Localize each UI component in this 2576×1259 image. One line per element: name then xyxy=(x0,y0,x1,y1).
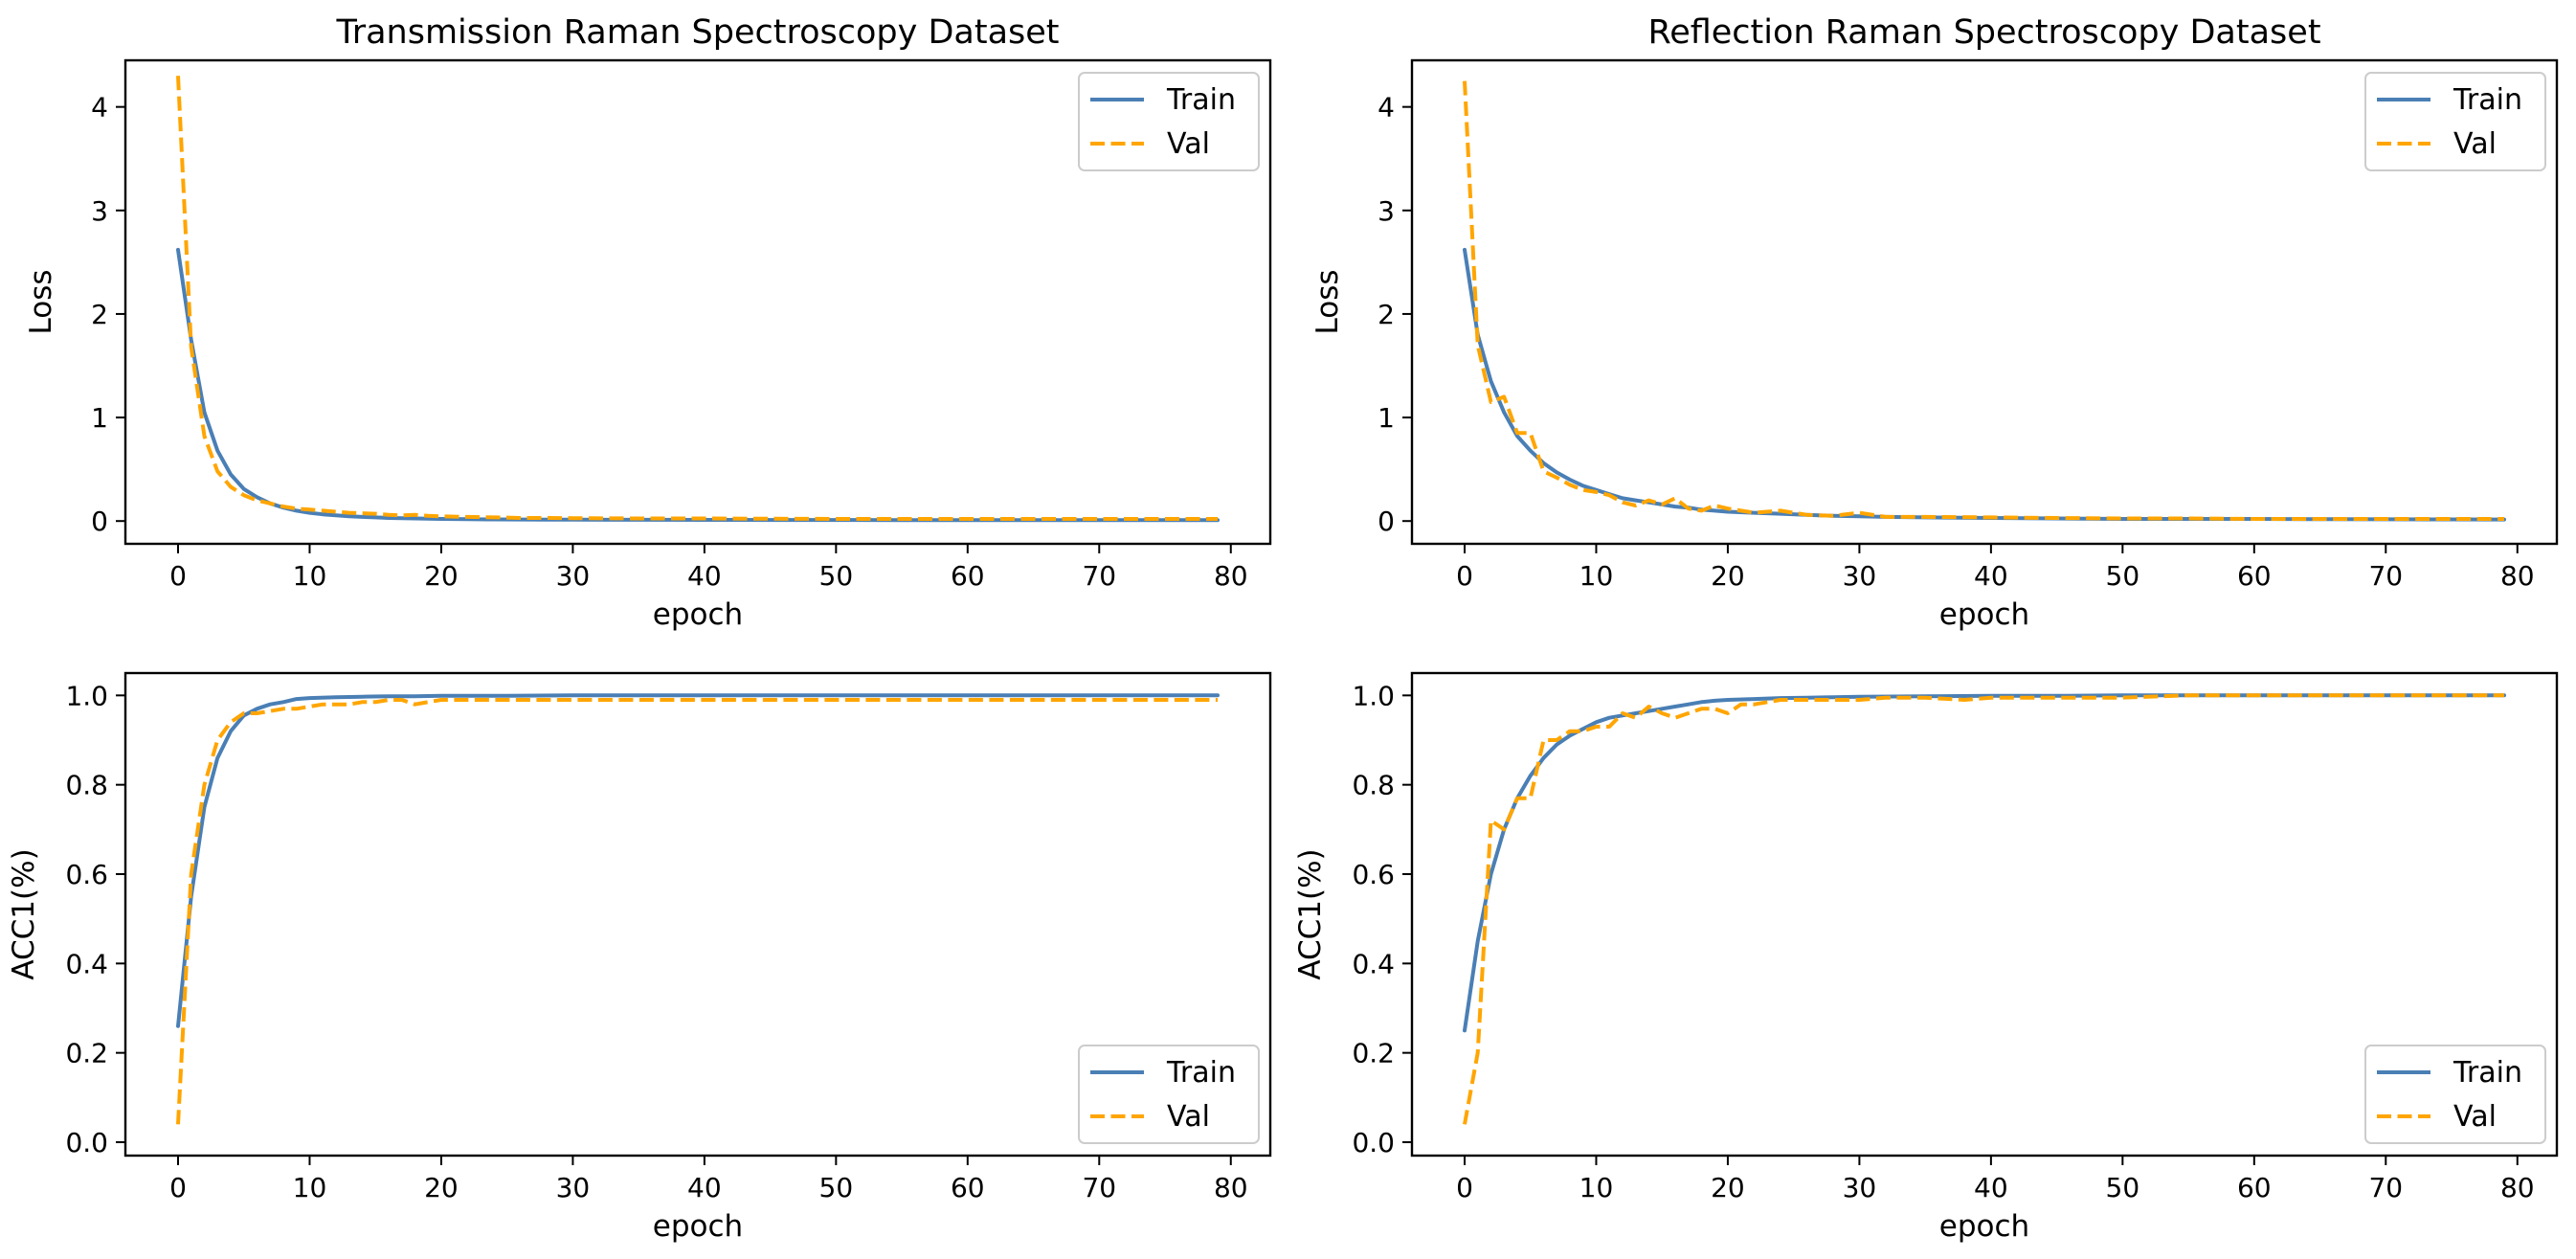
chart-reflection-loss: 0 10 20 30 40 50 60 70 80 0 1 2 3 4 Reflection Raman … xyxy=(1310,13,2559,632)
x-tick-label: 80 xyxy=(1214,560,1248,592)
plot-frame xyxy=(1410,58,2559,546)
series-train-line xyxy=(1463,693,2506,1033)
y-tick-label: 0.2 xyxy=(65,1038,108,1069)
y-tick-label: 3 xyxy=(1378,195,1395,227)
series-val-line xyxy=(176,76,1218,521)
x-tick-label: 60 xyxy=(2237,1172,2272,1203)
x-tick-label: 50 xyxy=(2106,560,2140,592)
x-tick-label: 40 xyxy=(687,1172,722,1203)
x-tick-label: 40 xyxy=(1974,560,2008,592)
y-tick-label: 0.6 xyxy=(1352,859,1395,890)
legend-train-label: Train xyxy=(1166,1056,1236,1090)
x-axis-label: epoch xyxy=(1939,597,2029,632)
x-tick-label: 0 xyxy=(1456,560,1473,592)
x-tick-label: 30 xyxy=(1843,560,1877,592)
legend-train-label: Train xyxy=(2453,1056,2522,1090)
series-val-line xyxy=(1463,693,2504,1125)
x-tick-label: 70 xyxy=(2368,1172,2403,1203)
y-axis-label: ACC1(%) xyxy=(7,848,41,979)
y-tick-label: 4 xyxy=(1378,92,1395,124)
y-tick-label: 1.0 xyxy=(1352,680,1395,711)
x-tick-label: 80 xyxy=(1214,1172,1248,1203)
x-axis-label: epoch xyxy=(653,1209,743,1244)
x-tick-label: 10 xyxy=(1579,560,1614,592)
x-tick-label: 20 xyxy=(424,1172,459,1203)
series-val-line xyxy=(176,698,1218,1125)
y-axis-label: ACC1(%) xyxy=(1293,848,1328,979)
plot-frame xyxy=(123,671,1272,1158)
x-axis-label: epoch xyxy=(653,597,743,632)
x-tick-label: 0 xyxy=(1456,1172,1473,1203)
chart-transmission-accuracy: 0 10 20 30 40 50 60 70 80 0.0 0.2 0.4 0.6 0.8 1.0 epoc… xyxy=(7,671,1272,1244)
x-tick-label: 30 xyxy=(556,560,591,592)
x-tick-label: 60 xyxy=(951,560,985,592)
x-tick-label: 50 xyxy=(819,1172,854,1203)
y-tick-label: 4 xyxy=(91,92,108,124)
y-tick-label: 0.4 xyxy=(65,948,108,979)
x-tick-label: 40 xyxy=(1974,1172,2008,1203)
legend: Train Val xyxy=(1078,72,1260,171)
series-train-line xyxy=(176,693,1220,1028)
x-tick-label: 0 xyxy=(169,1172,187,1203)
x-tick-label: 60 xyxy=(2237,560,2272,592)
legend-train-label: Train xyxy=(2453,83,2522,117)
y-tick-label: 0.0 xyxy=(65,1127,108,1158)
chart-transmission-loss: 0 10 20 30 40 50 60 70 80 0 1 2 3 4 Transmission Rama… xyxy=(24,13,1272,632)
x-tick-label: 50 xyxy=(819,560,854,592)
y-tick-label: 0.8 xyxy=(1352,770,1395,801)
x-tick-label: 40 xyxy=(687,560,722,592)
series-val-line xyxy=(1463,80,2504,521)
plot-frame xyxy=(1410,671,2559,1158)
x-tick-label: 20 xyxy=(424,560,459,592)
x-tick-label: 20 xyxy=(1711,1172,1745,1203)
legend-val-label: Val xyxy=(2453,127,2497,161)
x-tick-label: 30 xyxy=(556,1172,591,1203)
y-tick-label: 0.0 xyxy=(1352,1127,1395,1158)
y-tick-label: 0.4 xyxy=(1352,948,1395,979)
chart-reflection-accuracy: 0 10 20 30 40 50 60 70 80 0.0 0.2 0.4 0.6 0.8 1.0 epoc… xyxy=(1293,671,2559,1244)
chart-title: Reflection Raman Spectroscopy Dataset xyxy=(1647,13,2320,52)
y-tick-label: 2 xyxy=(91,299,108,330)
x-tick-label: 50 xyxy=(2106,1172,2140,1203)
legend-train-label: Train xyxy=(1166,83,1236,117)
x-axis-label: epoch xyxy=(1939,1209,2029,1244)
x-tick-label: 80 xyxy=(2500,1172,2535,1203)
y-axis-label: Loss xyxy=(1310,270,1345,335)
x-tick-label: 20 xyxy=(1711,560,1745,592)
y-tick-label: 2 xyxy=(1378,299,1395,330)
legend-val-label: Val xyxy=(2453,1100,2497,1134)
x-tick-label: 10 xyxy=(293,560,327,592)
y-tick-label: 0.8 xyxy=(65,770,108,801)
legend: Train Val xyxy=(2364,1045,2546,1144)
y-axis-label: Loss xyxy=(24,270,58,335)
y-tick-label: 1.0 xyxy=(65,680,108,711)
legend-box xyxy=(2364,1045,2546,1144)
x-tick-label: 0 xyxy=(169,560,187,592)
x-tick-label: 80 xyxy=(2500,560,2535,592)
x-tick-label: 30 xyxy=(1843,1172,1877,1203)
legend-box xyxy=(1078,1045,1260,1144)
legend-box xyxy=(2364,72,2546,171)
y-tick-label: 0.6 xyxy=(65,859,108,890)
plot-frame xyxy=(123,58,1272,546)
legend-val-label: Val xyxy=(1167,127,1210,161)
x-tick-label: 10 xyxy=(293,1172,327,1203)
y-tick-label: 0 xyxy=(91,506,108,537)
chart-title: Transmission Raman Spectroscopy Dataset xyxy=(335,13,1059,52)
y-tick-label: 0 xyxy=(1378,506,1395,537)
y-tick-label: 1 xyxy=(1378,402,1395,434)
legend-val-label: Val xyxy=(1167,1100,1210,1134)
y-tick-label: 1 xyxy=(91,402,108,434)
x-tick-label: 60 xyxy=(951,1172,985,1203)
legend-box xyxy=(1078,72,1260,171)
x-tick-label: 70 xyxy=(1082,1172,1116,1203)
x-tick-label: 70 xyxy=(2368,560,2403,592)
legend: Train Val xyxy=(2364,72,2546,171)
legend: Train Val xyxy=(1078,1045,1260,1144)
x-tick-label: 10 xyxy=(1579,1172,1614,1203)
x-tick-label: 70 xyxy=(1082,560,1116,592)
y-tick-label: 0.2 xyxy=(1352,1038,1395,1069)
y-tick-label: 3 xyxy=(91,195,108,227)
